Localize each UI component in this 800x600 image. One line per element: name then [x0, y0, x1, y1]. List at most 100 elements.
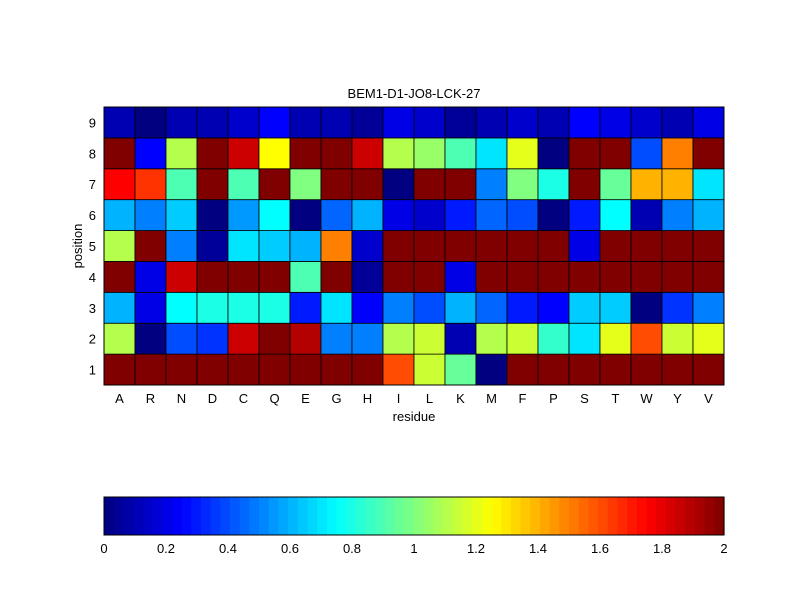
colorbar-segment: [452, 497, 464, 535]
y-tick-label: 4: [89, 270, 96, 285]
colorbar-segment: [104, 497, 115, 535]
colorbar-tick-label: 0.8: [343, 541, 361, 556]
x-tick-label: F: [519, 391, 527, 406]
heatmap-cell-R-4: [134, 261, 167, 293]
colorbar-segment: [443, 497, 454, 535]
heatmap-cell-T-8: [599, 137, 632, 170]
heatmap-cell-W-5: [630, 230, 663, 262]
colorbar-segment: [181, 497, 192, 535]
heatmap-cell-I-4: [382, 261, 415, 293]
heatmap-cell-Q-3: [258, 291, 291, 324]
colorbar-tick-label: 1: [410, 541, 417, 556]
colorbar-segment: [394, 497, 405, 535]
heatmap-cell-L-7: [413, 168, 446, 201]
heatmap-cell-W-3: [630, 291, 663, 324]
heatmap-cell-N-6: [165, 199, 198, 231]
heatmap-cell-R-6: [134, 199, 167, 231]
colorbar-segment: [171, 497, 183, 535]
heatmap-cell-A-7: [103, 168, 136, 201]
colorbar-segment: [627, 497, 638, 535]
heatmap-cell-F-9: [506, 106, 539, 139]
heatmap-cell-K-9: [444, 106, 477, 139]
heatmap-cell-W-6: [630, 199, 663, 231]
colorbar-segment: [462, 497, 473, 535]
heatmap-cell-T-2: [599, 322, 632, 355]
heatmap-cell-S-5: [568, 230, 601, 262]
x-tick-label: E: [301, 391, 310, 406]
heatmap-cell-R-7: [134, 168, 167, 201]
heatmap-cell-F-5: [506, 230, 539, 262]
y-tick-label: 5: [89, 239, 96, 254]
heatmap-cell-G-8: [320, 137, 353, 170]
colorbar-segment: [646, 497, 657, 535]
heatmap-cell-V-4: [692, 261, 725, 293]
heatmap-cell-P-8: [537, 137, 570, 170]
heatmap-cell-P-7: [537, 168, 570, 201]
heatmap-cell-Q-7: [258, 168, 291, 201]
colorbar-frame: [103, 496, 725, 536]
y-tick-label: 2: [89, 332, 96, 347]
heatmap-cell-Y-4: [661, 261, 694, 293]
heatmap-cell-G-7: [320, 168, 353, 201]
heatmap-cell-S-9: [568, 106, 601, 139]
heatmap-cell-Q-1: [258, 353, 291, 386]
heatmap-cell-E-6: [289, 199, 322, 231]
heatmap-cell-W-9: [630, 106, 663, 139]
heatmap-cell-Q-2: [258, 322, 291, 355]
heatmap-cell-F-7: [506, 168, 539, 201]
heatmap-cell-H-3: [351, 291, 384, 324]
colorbar-tick-label: 1.6: [591, 541, 609, 556]
colorbar-segment: [278, 497, 289, 535]
colorbar-tick-label: 0.4: [219, 541, 237, 556]
colorbar-segment: [636, 497, 648, 535]
heatmap-cell-D-6: [196, 199, 229, 231]
heatmap-cell-C-1: [227, 353, 260, 386]
heatmap-cell-W-1: [630, 353, 663, 386]
heatmap-cell-V-3: [692, 291, 725, 324]
heatmap-cell-W-8: [630, 137, 663, 170]
heatmap-cell-N-2: [165, 322, 198, 355]
heatmap-cell-V-6: [692, 199, 725, 231]
colorbar-segment: [133, 497, 144, 535]
heatmap-cell-N-9: [165, 106, 198, 139]
x-tick-label: G: [331, 391, 341, 406]
heatmap-cell-R-1: [134, 353, 167, 386]
heatmap-cell-G-1: [320, 353, 353, 386]
colorbar-tick-label: 2: [720, 541, 727, 556]
colorbar-segment: [607, 497, 619, 535]
heatmap-cell-H-2: [351, 322, 384, 355]
heatmap-cell-K-5: [444, 230, 477, 262]
heatmap-cell-K-3: [444, 291, 477, 324]
colorbar-segment: [191, 497, 202, 535]
heatmap-cell-F-6: [506, 199, 539, 231]
heatmap-cell-P-6: [537, 199, 570, 231]
heatmap-cell-Y-9: [661, 106, 694, 139]
colorbar-segment: [617, 497, 628, 535]
heatmap-cell-H-8: [351, 137, 384, 170]
heatmap-cell-N-7: [165, 168, 198, 201]
heatmap-cell-E-9: [289, 106, 322, 139]
heatmap-cell-C-3: [227, 291, 260, 324]
heatmap-cell-F-4: [506, 261, 539, 293]
heatmap-cell-C-7: [227, 168, 260, 201]
heatmap-cell-Q-8: [258, 137, 291, 170]
x-tick-label: T: [612, 391, 620, 406]
heatmap-cell-Y-7: [661, 168, 694, 201]
heatmap-cell-Y-6: [661, 199, 694, 231]
x-tick-label: D: [208, 391, 217, 406]
heatmap-cell-G-9: [320, 106, 353, 139]
heatmap-cell-N-1: [165, 353, 198, 386]
colorbar-segment: [210, 497, 221, 535]
colorbar-segment: [336, 497, 347, 535]
heatmap-cell-D-2: [196, 322, 229, 355]
colorbar-segment: [414, 497, 425, 535]
heatmap-cell-K-1: [444, 353, 477, 386]
colorbar-segment: [481, 497, 493, 535]
colorbar: [104, 497, 725, 535]
heatmap-cell-I-3: [382, 291, 415, 324]
heatmap-cell-V-1: [692, 353, 725, 386]
x-tick-label: R: [146, 391, 155, 406]
heatmap-cell-F-1: [506, 353, 539, 386]
heatmap-cell-D-5: [196, 230, 229, 262]
heatmap-cell-M-2: [475, 322, 508, 355]
